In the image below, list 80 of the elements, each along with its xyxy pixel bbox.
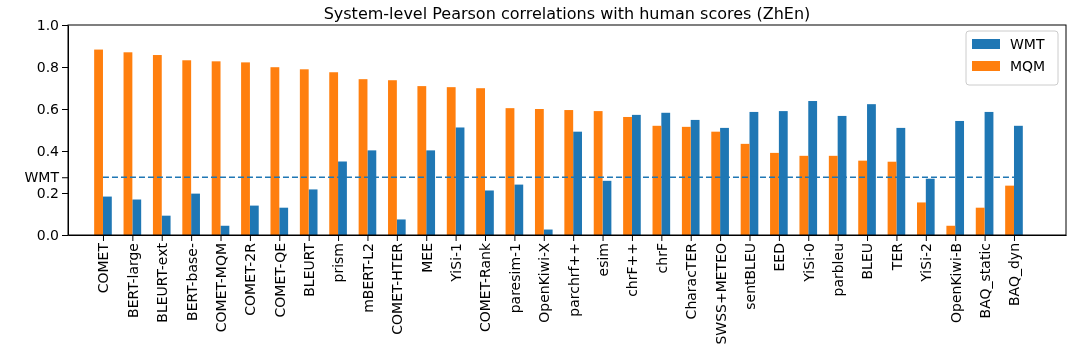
- y-tick-label: 0.6: [36, 100, 60, 117]
- x-tick-label: COMET-Rank: [477, 242, 494, 333]
- bar: [505, 108, 515, 235]
- x-tick-label: COMET-MQM: [212, 243, 229, 333]
- bar: [534, 109, 544, 235]
- bar: [249, 205, 259, 235]
- x-tick-label: parbleu: [830, 243, 847, 297]
- legend-label: MQM: [1010, 57, 1046, 74]
- x-tick-label: SWSS+METEO: [712, 243, 729, 345]
- x-tick-label: OpenKiwi-B: [947, 243, 964, 323]
- bar: [485, 190, 494, 235]
- x-tick-label: BAQ_dyn: [1006, 243, 1023, 306]
- bar: [799, 155, 809, 235]
- x-tick-label: chrF: [653, 243, 670, 274]
- y-tick-label: 0.8: [36, 58, 59, 75]
- legend-label: WMT: [1010, 35, 1045, 52]
- x-tick-label: paresim-1: [506, 243, 523, 314]
- bar: [279, 207, 289, 235]
- bar: [241, 62, 250, 235]
- bar: [191, 193, 200, 235]
- bar: [102, 196, 112, 235]
- y-tick-label: WMT: [24, 169, 60, 186]
- bar: [828, 155, 838, 235]
- bar: [299, 69, 309, 235]
- bar: [514, 184, 524, 235]
- x-tick-label: OpenKiwi-X: [536, 242, 553, 323]
- x-tick-label: BLEURT: [301, 242, 318, 297]
- x-tick-label: prism: [330, 243, 347, 283]
- x-tick-label: BLEU: [859, 243, 876, 280]
- bar: [161, 215, 171, 235]
- bar: [1005, 185, 1014, 235]
- x-tick-label: mBERT-L2: [359, 243, 376, 313]
- bar: [446, 87, 456, 235]
- y-tick-label: 0.0: [36, 226, 59, 243]
- bar: [270, 67, 280, 235]
- x-tick-label: BLEURT-ext: [154, 242, 171, 323]
- bar: [476, 88, 486, 235]
- x-tick-label: BAQ_static: [977, 243, 993, 319]
- bar: [593, 111, 603, 235]
- bar: [388, 80, 397, 235]
- bar: [182, 60, 192, 235]
- bar: [308, 189, 318, 235]
- bar: [623, 116, 632, 235]
- x-tick-label: chrF++: [624, 243, 641, 297]
- bar: [417, 86, 427, 235]
- x-tick-label: MEE: [418, 243, 435, 273]
- x-tick-label: BERT-large: [124, 243, 141, 318]
- bar: [211, 61, 221, 235]
- y-tick-label: 1.0: [36, 16, 59, 33]
- bar: [132, 199, 142, 235]
- bar: [152, 55, 162, 235]
- bar: [94, 49, 103, 235]
- x-tick-label: sentBLEU: [741, 243, 758, 310]
- bar: [123, 52, 133, 235]
- bar: [770, 152, 779, 235]
- x-tick-label: COMET: [95, 242, 112, 294]
- bar: [329, 72, 339, 235]
- bar: [358, 79, 368, 235]
- x-tick-label: BERT-base-: [183, 243, 200, 321]
- y-tick-label: 0.4: [36, 142, 60, 159]
- x-tick-label: esim: [594, 243, 611, 277]
- bar: [975, 207, 985, 235]
- x-tick-label: YiSi-1: [448, 243, 465, 283]
- bar: [917, 202, 926, 235]
- x-tick-label: COMET-HTER: [389, 242, 406, 335]
- x-tick-label: YiSi-2: [918, 243, 935, 283]
- x-tick-label: parchrf++: [565, 243, 582, 317]
- bar: [564, 110, 574, 235]
- y-tick-label: 0.2: [36, 184, 59, 201]
- bar: [711, 131, 721, 235]
- bar: [681, 126, 691, 235]
- bar: [858, 160, 868, 235]
- x-tick-label: YiSi-0: [800, 243, 817, 283]
- x-tick-label: CharacTER: [683, 242, 700, 320]
- chart-title: System-level Pearson correlations with human scores (ZhEn): [323, 4, 811, 23]
- bar: [396, 219, 406, 235]
- x-tick-label: COMET-2R: [242, 242, 259, 316]
- x-tick-label: EED: [771, 243, 788, 272]
- x-tick-label: TER: [888, 242, 905, 272]
- x-tick-label: COMET-QE: [271, 243, 288, 318]
